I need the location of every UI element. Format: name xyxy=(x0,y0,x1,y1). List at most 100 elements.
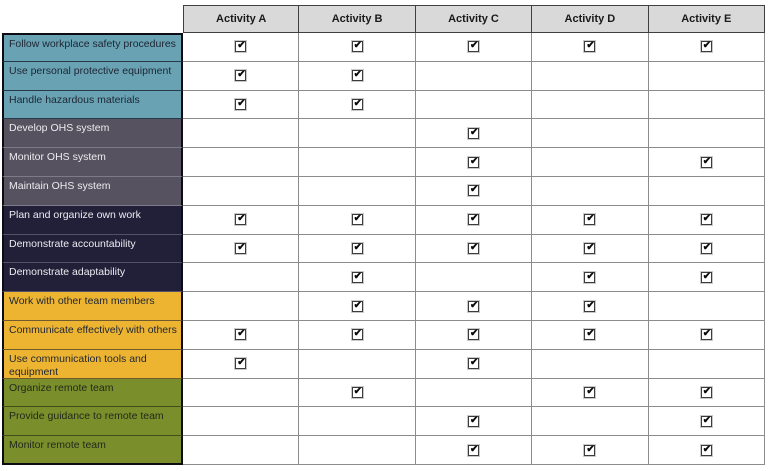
matrix-cell xyxy=(532,90,649,120)
matrix-cell xyxy=(299,205,416,235)
checked-checkbox-icon[interactable] xyxy=(584,300,596,312)
checked-checkbox-icon[interactable] xyxy=(467,357,479,370)
checked-checkbox-icon[interactable] xyxy=(700,156,712,168)
checked-checkbox-icon[interactable] xyxy=(700,271,712,283)
row-label-handle-hazardous-materials: Handle hazardous materials xyxy=(2,90,183,120)
checked-checkbox-icon[interactable] xyxy=(467,415,479,427)
checked-checkbox-icon[interactable] xyxy=(351,300,363,312)
matrix-cell xyxy=(532,292,649,321)
matrix-cell xyxy=(415,119,533,149)
matrix-cell xyxy=(415,61,533,91)
checked-checkbox-icon[interactable] xyxy=(700,213,712,226)
matrix-cell xyxy=(299,263,416,293)
matrix-cell xyxy=(299,320,416,350)
row-label-provide-guidance-to-remote-team: Provide guidance to remote team xyxy=(2,407,183,437)
checked-checkbox-icon[interactable] xyxy=(351,386,363,398)
row-label-plan-and-organize-own-work: Plan and organize own work xyxy=(2,205,183,235)
matrix-cell xyxy=(415,436,533,465)
matrix-cell xyxy=(183,378,300,408)
row-label-use-personal-protective-equipment: Use personal protective equipment xyxy=(2,61,183,91)
checked-checkbox-icon[interactable] xyxy=(235,242,247,254)
checked-checkbox-icon[interactable] xyxy=(235,357,247,370)
matrix-cell xyxy=(532,378,649,408)
checked-checkbox-icon[interactable] xyxy=(351,328,363,341)
column-header-activity-a: Activity A xyxy=(183,5,300,33)
checked-checkbox-icon[interactable] xyxy=(467,127,479,139)
checked-checkbox-icon[interactable] xyxy=(467,184,479,197)
matrix-cell xyxy=(415,176,533,206)
matrix-cell xyxy=(532,320,649,350)
matrix-cell xyxy=(183,61,300,91)
matrix-table: Activity A Activity B Activity C Activity D… xyxy=(2,5,765,465)
matrix-cell xyxy=(183,33,300,62)
matrix-cell xyxy=(183,349,300,379)
checked-checkbox-icon[interactable] xyxy=(584,242,596,254)
checked-checkbox-icon[interactable] xyxy=(584,40,596,53)
matrix-cell xyxy=(415,407,533,437)
checked-checkbox-icon[interactable] xyxy=(700,40,712,53)
checked-checkbox-icon[interactable] xyxy=(700,386,712,398)
checked-checkbox-icon[interactable] xyxy=(700,242,712,254)
matrix-cell xyxy=(532,119,649,149)
checked-checkbox-icon[interactable] xyxy=(351,271,363,283)
matrix-cell xyxy=(415,33,533,62)
matrix-cell xyxy=(183,90,300,120)
matrix-cell xyxy=(415,234,533,264)
checked-checkbox-icon[interactable] xyxy=(351,213,363,226)
checked-checkbox-icon[interactable] xyxy=(700,444,712,456)
row-label-follow-workplace-safety-procedures: Follow workplace safety procedures xyxy=(2,33,183,62)
matrix-cell xyxy=(183,148,300,177)
matrix-cell xyxy=(299,119,416,149)
matrix-cell xyxy=(415,292,533,321)
matrix-cell xyxy=(299,292,416,321)
checked-checkbox-icon[interactable] xyxy=(351,242,363,254)
matrix-cell xyxy=(299,176,416,206)
matrix-cell xyxy=(299,234,416,264)
checked-checkbox-icon[interactable] xyxy=(700,415,712,427)
matrix-cell xyxy=(648,148,765,177)
row-label-monitor-ohs-system: Monitor OHS system xyxy=(2,148,183,177)
checked-checkbox-icon[interactable] xyxy=(235,328,247,341)
matrix-cell xyxy=(415,205,533,235)
matrix-cell xyxy=(648,119,765,149)
matrix-cell xyxy=(183,263,300,293)
row-label-work-with-other-team-members: Work with other team members xyxy=(2,292,183,321)
checked-checkbox-icon[interactable] xyxy=(584,213,596,226)
row-label-use-communication-tools-and-equipment: Use communication tools and equipment xyxy=(2,349,183,379)
checked-checkbox-icon[interactable] xyxy=(467,242,479,254)
checked-checkbox-icon[interactable] xyxy=(467,156,479,168)
checked-checkbox-icon[interactable] xyxy=(235,213,247,226)
matrix-cell xyxy=(532,33,649,62)
checked-checkbox-icon[interactable] xyxy=(467,328,479,341)
checked-checkbox-icon[interactable] xyxy=(351,98,363,110)
matrix-cell xyxy=(415,148,533,177)
checked-checkbox-icon[interactable] xyxy=(235,69,247,82)
checked-checkbox-icon[interactable] xyxy=(351,69,363,82)
checked-checkbox-icon[interactable] xyxy=(584,386,596,398)
matrix-cell xyxy=(183,292,300,321)
checked-checkbox-icon[interactable] xyxy=(584,328,596,341)
checked-checkbox-icon[interactable] xyxy=(467,40,479,53)
column-header-activity-d: Activity D xyxy=(532,5,649,33)
matrix-cell xyxy=(299,90,416,120)
matrix-cell xyxy=(183,119,300,149)
matrix-cell xyxy=(299,436,416,465)
checked-checkbox-icon[interactable] xyxy=(467,213,479,226)
checked-checkbox-icon[interactable] xyxy=(235,98,247,110)
corner-cell xyxy=(2,5,183,33)
matrix-cell xyxy=(648,436,765,465)
checked-checkbox-icon[interactable] xyxy=(467,300,479,312)
matrix-cell xyxy=(415,320,533,350)
matrix-cell xyxy=(648,176,765,206)
matrix-cell xyxy=(415,349,533,379)
checked-checkbox-icon[interactable] xyxy=(467,444,479,456)
matrix-cell xyxy=(415,263,533,293)
checked-checkbox-icon[interactable] xyxy=(584,271,596,283)
matrix-cell xyxy=(299,61,416,91)
checked-checkbox-icon[interactable] xyxy=(351,40,363,53)
checked-checkbox-icon[interactable] xyxy=(584,444,596,456)
checked-checkbox-icon[interactable] xyxy=(700,328,712,341)
row-label-demonstrate-accountability: Demonstrate accountability xyxy=(2,234,183,264)
checked-checkbox-icon[interactable] xyxy=(235,40,247,53)
matrix-cell xyxy=(532,263,649,293)
